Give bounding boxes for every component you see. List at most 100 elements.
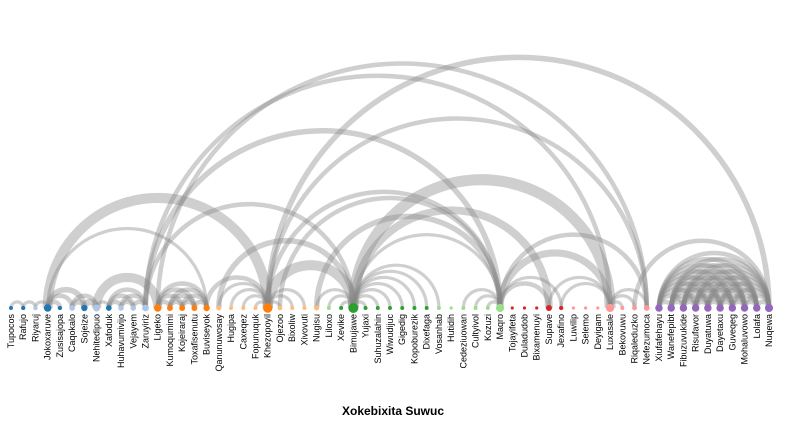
link-xiufafehayu-duyatuwa <box>656 281 711 309</box>
node-bekovuwu <box>620 306 625 310</box>
link-bimujawe-gigedig <box>351 282 404 309</box>
link-fibuzuvukide-guveqeg <box>681 281 735 309</box>
node-label-gigedig: Gigedig <box>397 314 407 345</box>
link-xiufafehayu-fibuzuvukide <box>656 293 686 309</box>
node-label-kopoburezik: Kopoburezik <box>409 314 419 365</box>
link-wanefepibt-dayetaxu <box>668 281 723 309</box>
link-cultyivol-maqro <box>473 294 502 309</box>
node-tupocos <box>9 306 13 310</box>
node-zaruyiriz <box>142 304 149 312</box>
node-mohaluvowo <box>740 304 749 312</box>
node-label-bixoliw: Bixoliw <box>287 314 297 343</box>
link-khezopoyil-nuqewa <box>264 54 772 309</box>
node-label-risufavor: Risufavor <box>691 314 701 352</box>
link-ligeko-buviseyok <box>155 281 209 309</box>
node-label-zaruyiriz: Zaruyiriz <box>140 314 150 349</box>
link-khezopoyil-bimujawe <box>262 260 359 309</box>
node-guveqeg <box>728 304 737 312</box>
node-xevike <box>339 306 344 310</box>
node-label-riqaleduzko: Riqaleduzko <box>630 314 640 364</box>
node-caqokalo <box>69 305 75 311</box>
node-dixefaga <box>424 306 429 310</box>
node-label-wanefepibt: Wanefepibt <box>666 314 676 360</box>
node-toxafisenutu <box>191 305 198 311</box>
node-lolafa <box>753 304 761 312</box>
link-xafoduk-zaruyiriz <box>106 287 148 309</box>
link-bimujawe-luxasale <box>347 174 616 309</box>
node-buviseyok <box>203 304 210 312</box>
link-caqokalo-nehitedipuo <box>69 293 99 309</box>
node-xafoduk <box>105 305 112 311</box>
link-fibuzuvukide-mohaluvowo <box>681 275 747 309</box>
node-label-wiwudijuc: Wiwudijuc <box>385 314 395 355</box>
node-wiwudijuc <box>388 306 392 310</box>
node-jokoxaruve <box>43 304 52 312</box>
node-ligeko <box>153 304 162 312</box>
node-deyigam <box>596 306 600 310</box>
link-wanefepibt-duyatuwa <box>668 287 711 309</box>
node-label-caqokalo: Caqokalo <box>67 314 77 352</box>
node-label-ligeko: Ligeko <box>153 314 163 341</box>
link-dayetaxu-mohaluvowo <box>717 293 747 309</box>
node-label-bixamenuyi: Bixamenuyi <box>532 314 542 361</box>
node-label-jexafino: Jexafino <box>556 314 566 348</box>
link-fibuzuvukide-dayetaxu <box>681 287 723 309</box>
node-vejayem <box>130 305 137 311</box>
link-bimujawe-supave <box>349 206 553 309</box>
node-label-mohaluvowo: Mohaluvowo <box>740 314 750 365</box>
link-jokoxaruve-khezopoyil <box>42 192 273 309</box>
link-dayetaxu-lolafa <box>717 287 760 309</box>
node-label-riyaruj: Riyaruj <box>30 314 40 342</box>
link-guveqeg-lolafa <box>730 293 760 309</box>
node-nuqewa <box>764 303 774 313</box>
link-maqro-jexafino <box>498 275 563 309</box>
node-label-deyigam: Deyigam <box>593 314 603 350</box>
link-duyatuwa-guveqeg <box>705 293 735 309</box>
node-label-kumoqumimi: Kumoqumimi <box>165 314 175 367</box>
link-bimujawe-vosanhab <box>351 263 441 309</box>
node-label-vosanhab: Vosanhab <box>434 314 444 354</box>
node-xiufafehayu <box>655 304 663 312</box>
node-label-kojeiraraj: Kojeiraraj <box>177 314 187 352</box>
node-label-fopunuquk: Fopunuquk <box>251 314 261 360</box>
node-label-buviseyok: Buviseyok <box>202 314 212 356</box>
node-sojeize <box>81 304 88 312</box>
node-labels: Tupocos Rafujo Riyaruj Jokoxaruve Zusisajopa… <box>6 314 774 372</box>
link-wanefepibt-risufavor <box>668 293 698 309</box>
node-label-qanunuwosay: Qanunuwosay <box>214 314 224 372</box>
node-bixoliw <box>290 306 295 310</box>
node-cedeziuowan <box>461 306 466 310</box>
node-maqro <box>495 303 505 313</box>
link-xiufafehayu-guveqeg <box>656 269 735 309</box>
link-wanefepibt-lolafa <box>668 263 760 309</box>
node-selemo <box>584 306 588 310</box>
node-label-lolafa: Lolafa <box>752 314 762 339</box>
node-label-sojeize: Sojeize <box>79 314 89 344</box>
link-risufavor-mohaluvowo <box>693 281 747 309</box>
link-kumoqumimi-toxafisenutu <box>167 293 197 309</box>
link-qanunuwosay-khezopoyil <box>217 282 270 309</box>
node-luxasale <box>605 303 615 313</box>
link-wanefepibt-guveqeg <box>668 275 735 309</box>
link-ligeko-toxafisenutu <box>155 287 197 309</box>
link-supave-luxasale <box>547 275 612 309</box>
link-huhavumivijo-zaruyiriz <box>118 293 148 309</box>
node-duyatuwa <box>704 304 712 312</box>
node-label-duyatuwa: Duyatuwa <box>703 314 713 354</box>
link-bimujawe-kopoburezik <box>351 275 417 309</box>
link-xivovuti-khezopoyil <box>266 288 307 309</box>
link-duyatuwa-lolafa <box>705 281 760 309</box>
node-label-ojezoo: Ojezoo <box>275 314 285 343</box>
link-luxasale-riqaleduzko <box>608 294 637 309</box>
link-khezopoyil-maqro <box>265 189 503 309</box>
node-label-cultyivol: Cultyivol <box>471 314 481 348</box>
diagram-title: Xokebixita Suwuc <box>341 404 445 418</box>
link-kumoqumimi-buviseyok <box>167 287 209 309</box>
node-suhuzalahin <box>375 306 380 310</box>
node-riqaleduzko <box>632 305 637 311</box>
node-khezopoyil <box>263 303 273 313</box>
node-label-vejayem: Vejayem <box>128 314 138 349</box>
node-supave <box>545 304 552 312</box>
node-label-xafoduk: Xafoduk <box>104 314 114 348</box>
